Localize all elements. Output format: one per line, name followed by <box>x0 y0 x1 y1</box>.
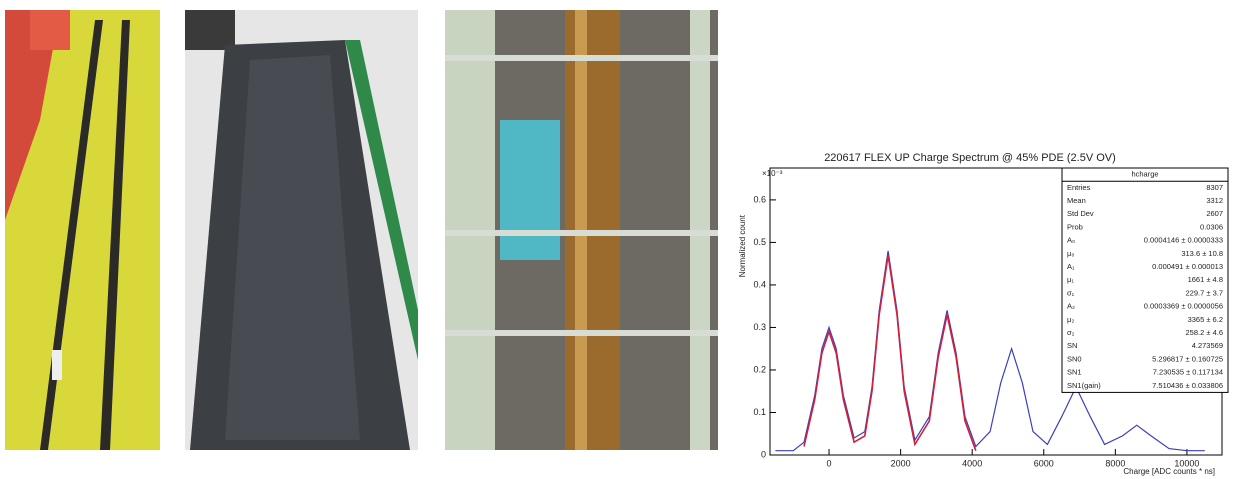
stats-label: Prob <box>1067 222 1083 231</box>
stats-value: 8307 <box>1206 183 1223 192</box>
stats-label: μ₂ <box>1067 315 1074 324</box>
photo-frame <box>445 10 718 450</box>
stats-label: A₁ <box>1067 262 1075 271</box>
y-tick-label: 0.5 <box>753 237 766 247</box>
stats-value: 7.230535 ± 0.117134 <box>1153 368 1223 377</box>
stats-value: 4.273569 <box>1192 341 1223 350</box>
stats-value: 2607 <box>1206 209 1223 218</box>
y-multiplier: ×10⁻³ <box>762 169 783 178</box>
stats-value: 3365 ± 6.2 <box>1188 315 1223 324</box>
stats-value: 3312 <box>1206 196 1223 205</box>
x-tick-label: 0 <box>827 458 832 468</box>
stats-label: SN <box>1067 341 1077 350</box>
stats-label: SN1 <box>1067 368 1082 377</box>
stats-label: Std Dev <box>1067 209 1094 218</box>
photo-plate <box>185 10 418 450</box>
stats-title: hcharge <box>1131 170 1158 179</box>
stats-label: Mean <box>1067 196 1086 205</box>
stats-value: 0.0003369 ± 0.0000056 <box>1144 302 1223 311</box>
stats-value: 5.296817 ± 0.160725 <box>1152 354 1223 363</box>
stats-label: σ₁ <box>1067 288 1075 297</box>
stats-label: SN0 <box>1067 354 1082 363</box>
x-axis-label: Charge [ADC counts * ns] <box>1123 467 1215 476</box>
stats-value: 1661 ± 4.8 <box>1188 275 1223 284</box>
figure: 220617 FLEX UP Charge Spectrum @ 45% PDE… <box>0 0 1258 479</box>
stats-value: 0.000491 ± 0.000013 <box>1152 262 1223 271</box>
stats-label: σ₂ <box>1067 328 1075 337</box>
stats-label: μ₁ <box>1067 275 1074 284</box>
stats-label: A₂ <box>1067 302 1075 311</box>
stats-label: A₀ <box>1067 236 1075 245</box>
stats-label: SN1(gain) <box>1067 381 1101 390</box>
stats-value: 0.0004146 ± 0.0000333 <box>1144 236 1223 245</box>
y-tick-label: 0.3 <box>753 322 766 332</box>
photo-strips <box>5 10 160 450</box>
y-axis-label: Normalized count <box>738 214 747 277</box>
stats-value: 229.7 ± 3.7 <box>1186 288 1223 297</box>
x-tick-label: 8000 <box>1105 458 1125 468</box>
x-tick-label: 4000 <box>962 458 982 468</box>
y-tick-label: 0.2 <box>753 364 766 374</box>
y-tick-label: 0.1 <box>753 407 766 417</box>
y-tick-label: 0 <box>761 449 766 459</box>
chart-title: 220617 FLEX UP Charge Spectrum @ 45% PDE… <box>824 152 1116 164</box>
stats-value: 7.510436 ± 0.033806 <box>1152 381 1223 390</box>
stats-value: 258.2 ± 4.6 <box>1186 328 1223 337</box>
x-tick-label: 6000 <box>1034 458 1054 468</box>
stats-label: μ₀ <box>1067 249 1074 258</box>
y-tick-label: 0.4 <box>753 279 766 289</box>
x-tick-label: 10000 <box>1174 458 1199 468</box>
stats-value: 313.6 ± 10.8 <box>1181 249 1223 258</box>
stats-value: 0.0306 <box>1200 222 1223 231</box>
stats-label: Entries <box>1067 183 1091 192</box>
series-line <box>804 255 976 451</box>
y-tick-label: 0.6 <box>753 194 766 204</box>
x-tick-label: 2000 <box>891 458 911 468</box>
